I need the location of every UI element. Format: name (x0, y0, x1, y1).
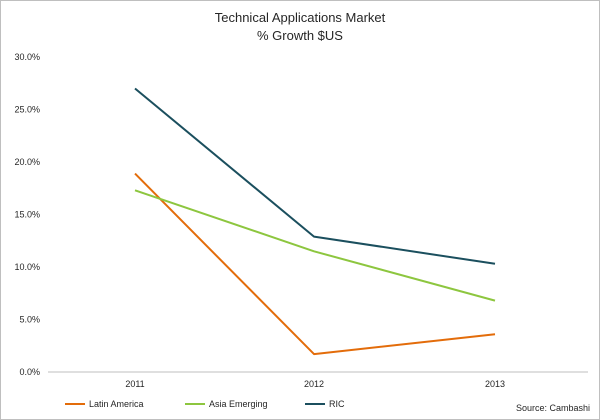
source-note: Source: Cambashi (516, 403, 590, 413)
y-tick-label: 15.0% (14, 210, 40, 220)
legend-label-asia-emerging: Asia Emerging (209, 399, 268, 409)
chart-title: Technical Applications Market (215, 10, 386, 25)
y-tick-label: 10.0% (14, 262, 40, 272)
legend-label-ric: RIC (329, 399, 345, 409)
legend-label-latin-america: Latin America (89, 399, 144, 409)
series-lines (134, 87, 496, 356)
series-line-latin-america (134, 172, 496, 356)
series-line-ric (134, 87, 496, 265)
y-tick-label: 5.0% (19, 315, 40, 325)
x-axis: 2011 2012 2013 (48, 371, 588, 389)
y-tick-label: 0.0% (19, 367, 40, 377)
y-tick-label: 25.0% (14, 105, 40, 115)
y-axis: 0.0% 5.0% 10.0% 15.0% 20.0% 25.0% 30.0% (14, 52, 40, 377)
chart-subtitle: % Growth $US (257, 28, 343, 43)
x-tick-label: 2012 (304, 379, 324, 389)
series-line-asia-emerging (134, 189, 496, 302)
y-tick-label: 30.0% (14, 52, 40, 62)
x-tick-label: 2013 (485, 379, 505, 389)
y-tick-label: 20.0% (14, 157, 40, 167)
legend: Latin America Asia Emerging RIC (65, 399, 345, 409)
x-tick-label: 2011 (125, 379, 144, 389)
